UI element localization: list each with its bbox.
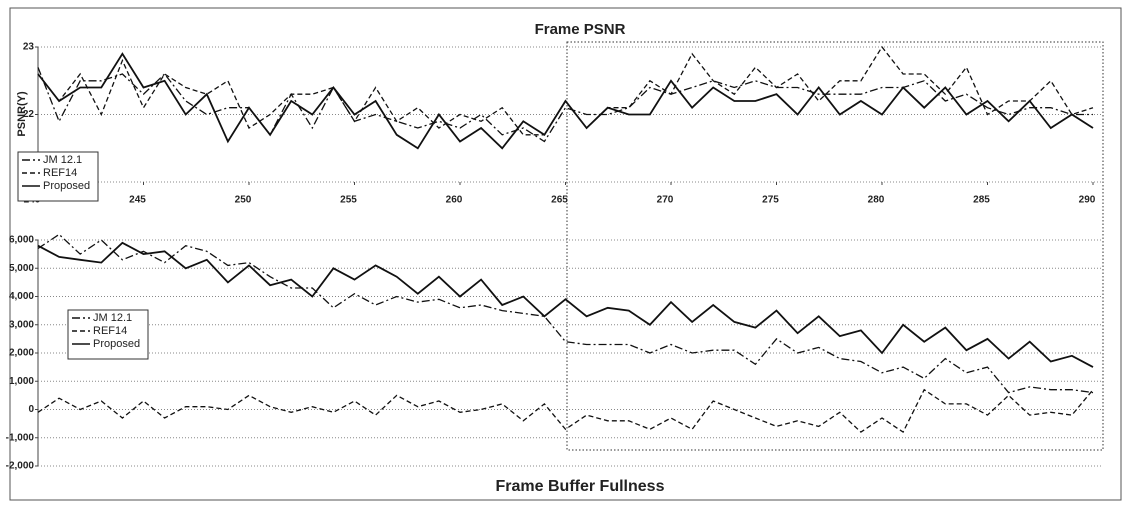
x-axis-label: Frame Buffer Fullness (496, 478, 665, 495)
legend-box (67, 309, 149, 360)
highlight-box (566, 41, 1104, 451)
y-tick-label: 2,000 (9, 348, 34, 359)
y-tick-label: 23 (23, 42, 35, 53)
x-tick-label: 285 (973, 195, 990, 206)
series-line (37, 67, 1093, 143)
x-tick-label: 260 (446, 195, 463, 206)
legend-box (17, 151, 99, 202)
y-tick-label: 4,000 (9, 291, 34, 302)
y-tick-label: 22 (23, 109, 35, 120)
y-tick-label: 3,000 (9, 319, 34, 330)
x-tick-label: 255 (340, 195, 357, 206)
y-axis-label: PSNR(Y) (16, 91, 28, 137)
legend-label: Proposed (43, 180, 90, 192)
legend-label: REF14 (43, 167, 77, 179)
y-tick-label: -2,000 (6, 461, 35, 472)
x-tick-label: 280 (868, 195, 885, 206)
y-tick-label: 5,000 (9, 263, 34, 274)
x-tick-label: 275 (762, 195, 779, 206)
x-tick-label: 250 (235, 195, 252, 206)
legend-label: REF14 (93, 325, 127, 337)
legend-label: JM 12.1 (43, 154, 82, 166)
x-tick-label: 245 (129, 195, 146, 206)
legend-label: Proposed (93, 338, 140, 350)
y-tick-label: 1,000 (9, 376, 34, 387)
x-tick-label: 270 (657, 195, 674, 206)
series-line (37, 52, 1094, 150)
chart-title: Frame PSNR (535, 21, 626, 38)
x-tick-label: 290 (1079, 195, 1096, 206)
legend-label: JM 12.1 (93, 312, 132, 324)
series-line (37, 233, 1094, 394)
y-tick-label: 0 (28, 404, 34, 415)
y-tick-label: -1,000 (6, 432, 35, 443)
y-tick-label: 6,000 (9, 235, 34, 246)
series-line (37, 388, 1094, 434)
series-line (37, 241, 1094, 368)
x-tick-label: 265 (551, 195, 568, 206)
